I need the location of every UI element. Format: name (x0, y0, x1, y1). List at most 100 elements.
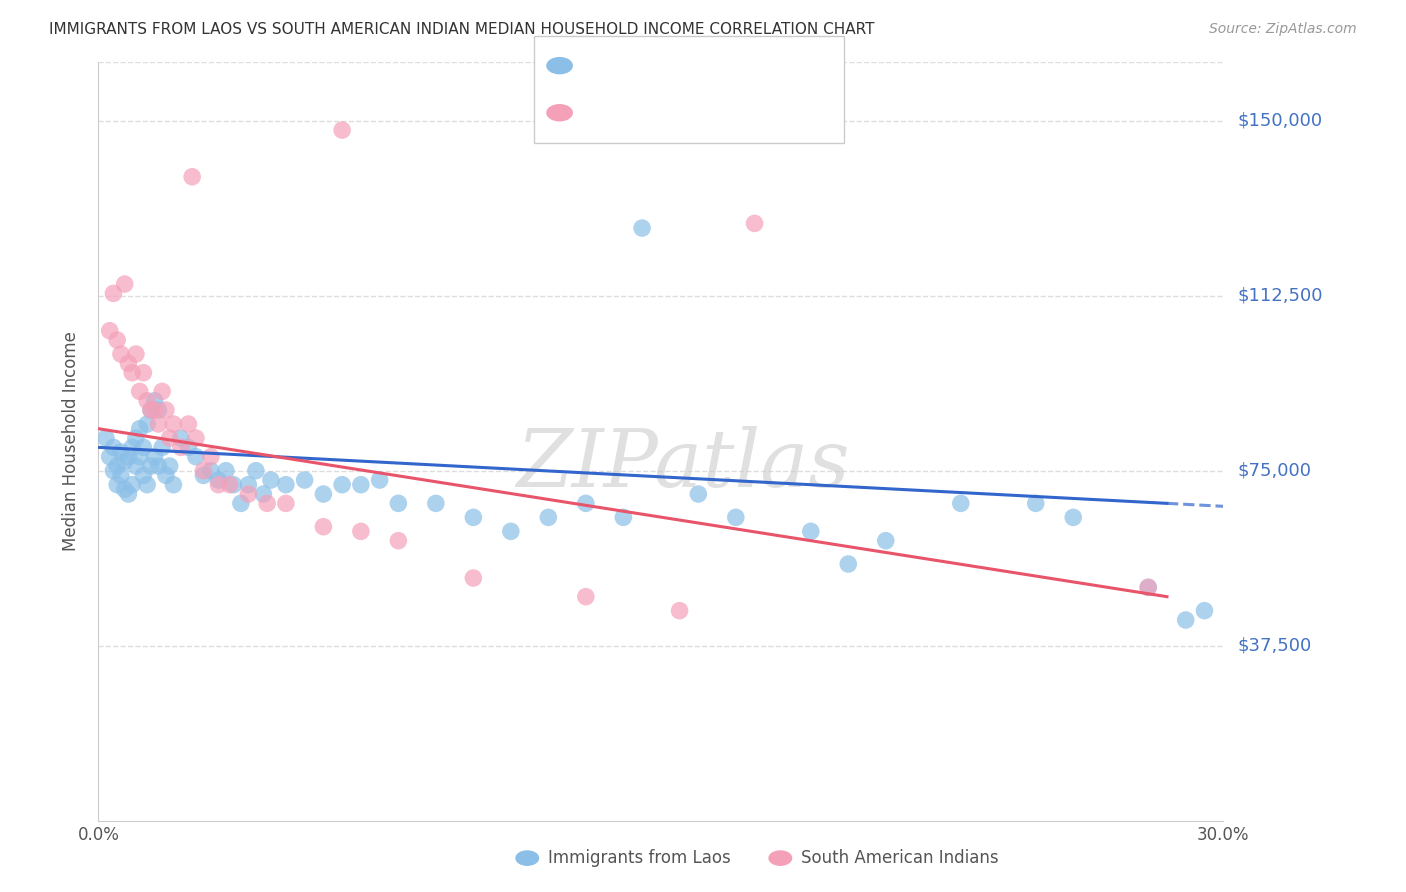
Point (139, 403, 162, 417)
Point (159, 458, 181, 473)
Point (688, 487, 710, 501)
Point (1062, 510, 1084, 524)
Point (350, 477, 373, 491)
Point (238, 487, 260, 501)
Point (612, 510, 634, 524)
Point (103, 464, 125, 478)
Point (800, 524, 823, 539)
Text: 70: 70 (713, 57, 738, 75)
Text: R =: R = (579, 103, 616, 121)
Point (125, 458, 148, 473)
Point (143, 450, 166, 464)
Point (159, 431, 181, 445)
Point (98, 324, 121, 338)
Point (155, 468, 177, 483)
Point (184, 431, 207, 445)
Point (350, 524, 373, 539)
Point (125, 347, 148, 361)
Point (114, 483, 136, 497)
Point (125, 431, 148, 445)
Point (1174, 613, 1197, 627)
Point (128, 384, 150, 399)
Point (218, 477, 240, 491)
Point (139, 458, 162, 473)
Text: 39: 39 (713, 103, 738, 121)
Point (463, 510, 485, 524)
Point (117, 450, 139, 464)
Point (193, 464, 215, 478)
Text: $75,000: $75,000 (1237, 462, 1312, 480)
Point (207, 473, 229, 487)
Point (387, 533, 409, 548)
Point (128, 422, 150, 436)
Point (155, 403, 177, 417)
Text: $150,000: $150,000 (1237, 112, 1322, 129)
Point (1194, 604, 1216, 618)
Point (110, 468, 132, 483)
Point (575, 590, 598, 604)
Point (744, 216, 766, 230)
Point (170, 441, 193, 455)
Point (94, 431, 117, 445)
Text: N =: N = (682, 103, 718, 121)
Point (121, 441, 143, 455)
Point (177, 441, 200, 455)
Point (170, 431, 193, 445)
Point (499, 524, 522, 539)
Point (105, 333, 128, 347)
Point (110, 445, 132, 459)
Point (537, 510, 560, 524)
Point (463, 571, 485, 585)
Point (121, 477, 143, 491)
Point (150, 441, 173, 455)
Point (148, 417, 170, 431)
Text: -0.288: -0.288 (612, 103, 665, 121)
Point (117, 356, 139, 370)
Text: South American Indians: South American Indians (801, 849, 1000, 867)
Point (631, 221, 654, 235)
Point (724, 510, 747, 524)
Point (330, 123, 353, 137)
Point (162, 477, 184, 491)
Point (162, 417, 184, 431)
Point (238, 477, 260, 491)
Point (148, 403, 170, 417)
Point (1137, 580, 1160, 594)
Text: Source: ZipAtlas.com: Source: ZipAtlas.com (1209, 22, 1357, 37)
Y-axis label: Median Household Income: Median Household Income (62, 332, 80, 551)
Point (229, 496, 252, 510)
Point (575, 496, 598, 510)
Point (110, 347, 132, 361)
Text: $112,500: $112,500 (1237, 286, 1323, 305)
Point (177, 417, 200, 431)
Point (256, 496, 278, 510)
Point (837, 557, 859, 571)
Point (949, 496, 972, 510)
Text: ZIPatlas: ZIPatlas (516, 425, 851, 503)
Point (103, 286, 125, 301)
Point (668, 604, 690, 618)
Point (274, 477, 297, 491)
Point (105, 458, 128, 473)
Point (294, 473, 316, 487)
Point (128, 450, 150, 464)
Point (312, 487, 335, 501)
Point (425, 496, 447, 510)
Text: $37,500: $37,500 (1237, 637, 1312, 655)
Point (121, 366, 143, 380)
Point (200, 450, 222, 464)
Point (132, 441, 155, 455)
Point (136, 477, 159, 491)
Point (215, 464, 238, 478)
Point (200, 464, 222, 478)
Point (1025, 496, 1047, 510)
Text: IMMIGRANTS FROM LAOS VS SOUTH AMERICAN INDIAN MEDIAN HOUSEHOLD INCOME CORRELATIO: IMMIGRANTS FROM LAOS VS SOUTH AMERICAN I… (49, 22, 875, 37)
Point (875, 533, 897, 548)
Point (139, 403, 162, 417)
Point (193, 468, 215, 483)
Point (368, 473, 391, 487)
Point (1137, 580, 1160, 594)
Text: R =: R = (579, 57, 616, 75)
Point (330, 477, 353, 491)
Point (184, 450, 207, 464)
